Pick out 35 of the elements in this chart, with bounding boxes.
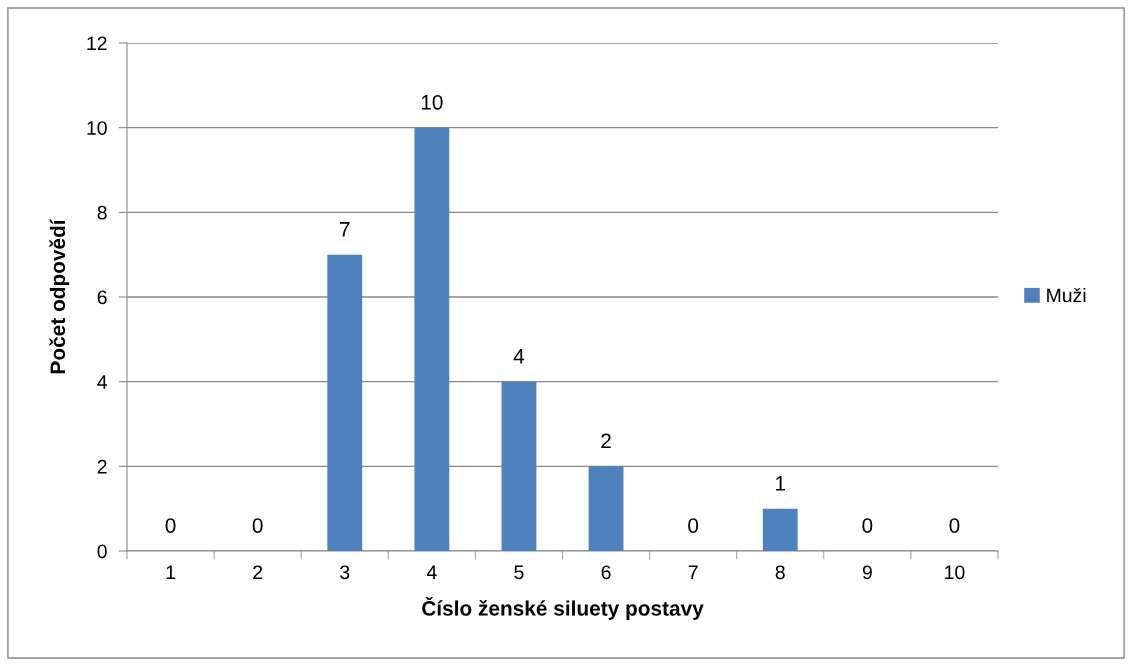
bar (414, 127, 450, 551)
y-axis-title: Počet odpovědí (49, 218, 70, 374)
y-tick-label: 2 (97, 459, 107, 474)
data-label: 4 (513, 349, 525, 364)
bar (501, 381, 537, 551)
y-tick-label: 12 (87, 36, 107, 51)
x-tick-label: 4 (426, 565, 437, 579)
data-label: 2 (601, 433, 611, 449)
y-tick-label: 4 (97, 375, 107, 389)
x-axis-title: Číslo ženské siluety postavy (422, 596, 704, 620)
x-tick-label: 10 (945, 565, 965, 580)
y-tick-label: 0 (97, 544, 107, 559)
legend-label: Muži (1047, 287, 1086, 303)
y-tick-label: 8 (97, 205, 107, 220)
x-tick-label: 8 (775, 565, 785, 580)
x-tick-label: 7 (688, 565, 698, 579)
data-label: 7 (340, 222, 350, 237)
bar (762, 508, 798, 551)
bar (588, 466, 624, 551)
data-label: 10 (421, 94, 443, 110)
x-tick-label: 9 (862, 565, 872, 580)
x-tick-label: 6 (601, 565, 611, 580)
x-tick-label: 1 (166, 565, 176, 579)
data-label: 1 (776, 476, 786, 491)
x-tick-label: 3 (340, 565, 350, 580)
data-label: 0 (949, 518, 960, 533)
data-label: 0 (252, 518, 263, 533)
x-tick-label: 5 (514, 565, 524, 580)
data-label: 0 (688, 518, 699, 533)
data-label: 0 (862, 518, 873, 533)
x-tick-label: 2 (253, 565, 263, 579)
bar (327, 254, 363, 551)
y-tick-label: 10 (87, 121, 107, 135)
data-label: 0 (165, 518, 176, 533)
y-tick-label: 6 (97, 290, 107, 305)
